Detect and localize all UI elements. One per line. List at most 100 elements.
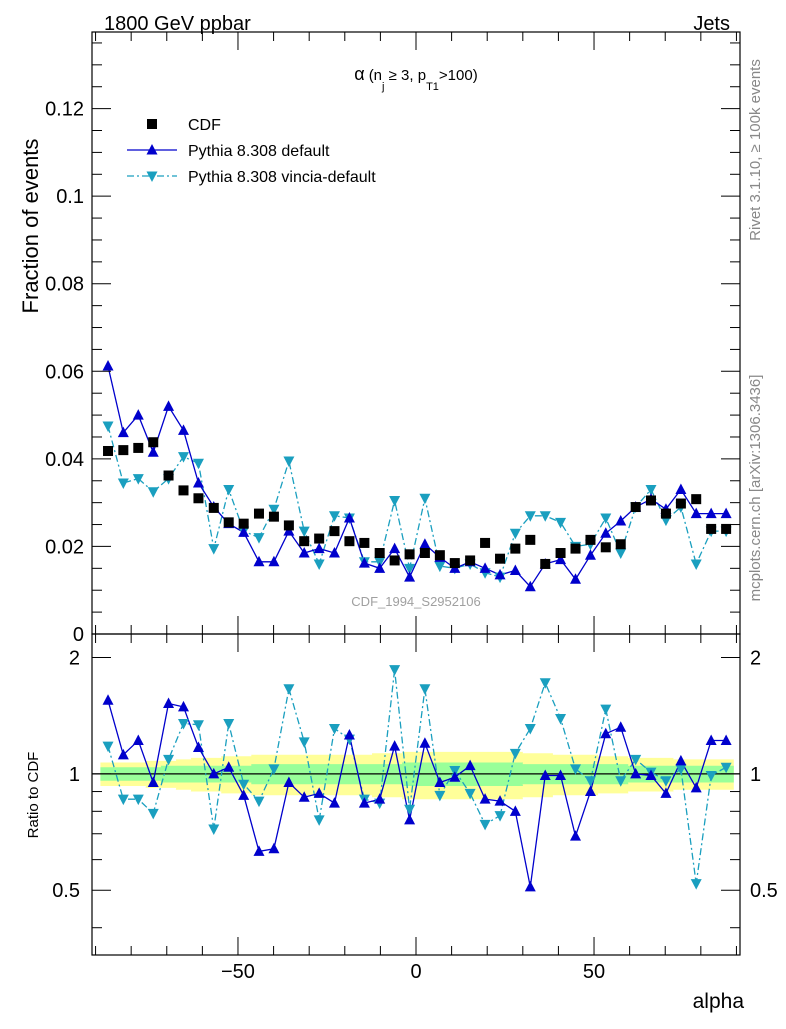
ratio-point-vincia (298, 737, 310, 748)
point-cdf (118, 445, 129, 456)
point-default (404, 571, 416, 582)
ratio-point-vincia (389, 665, 401, 676)
ratio-point-default (509, 805, 521, 816)
ratio-point-vincia (630, 754, 642, 766)
ratio-y-tick-label: 2 (69, 647, 80, 669)
ratio-point-vincia (524, 724, 536, 735)
ratio-point-vincia (238, 779, 250, 791)
point-default (600, 527, 612, 538)
ratio-point-default (192, 741, 204, 752)
ratio-point-default (343, 729, 355, 740)
ratio-point-default (178, 700, 190, 712)
point-cdf (223, 517, 234, 528)
ratio-point-default (253, 845, 265, 856)
ratio-point-default (223, 761, 235, 772)
ratio-point-vincia (464, 788, 476, 800)
ratio-point-default (720, 734, 732, 745)
point-vincia (253, 533, 265, 544)
point-cdf (434, 550, 445, 561)
ratio-point-vincia (509, 748, 521, 760)
ratio-point-default (690, 781, 702, 793)
ratio-point-vincia (102, 741, 114, 753)
axis-ticks (92, 32, 740, 955)
point-cdf (480, 537, 491, 548)
ratio-point-default (660, 787, 672, 798)
point-cdf (314, 533, 325, 544)
point-vincia (600, 513, 612, 524)
point-cdf (419, 548, 430, 559)
point-vincia (313, 559, 325, 570)
ratio-point-default (283, 776, 295, 787)
point-cdf (193, 493, 204, 504)
point-cdf (449, 558, 460, 569)
point-default (720, 507, 732, 519)
ratio-point-default (328, 797, 340, 808)
ratio-point-default (705, 734, 717, 745)
y-tick-label: 0.08 (45, 274, 84, 296)
ratio-point-default (584, 785, 596, 797)
y-axis-label-top: Fraction of events (18, 139, 43, 314)
ratio-point-vincia (570, 764, 582, 775)
point-vincia (223, 485, 235, 496)
ratio-point-default (132, 734, 144, 745)
legend-label: Pythia 8.308 vincia-default (188, 169, 376, 186)
point-cdf (660, 508, 671, 519)
point-cdf (253, 508, 264, 519)
point-cdf (283, 520, 294, 531)
point-default (374, 562, 386, 573)
point-default (102, 360, 114, 371)
ratio-point-default (464, 759, 476, 771)
point-default (328, 547, 340, 558)
point-cdf (691, 494, 702, 505)
ratio-point-default (374, 793, 386, 804)
legend-label: CDF (188, 117, 221, 134)
ratio-point-vincia (268, 764, 280, 775)
ratio-point-vincia (328, 724, 340, 735)
point-vincia (539, 511, 551, 522)
point-default (509, 564, 521, 576)
point-cdf (706, 523, 717, 534)
y-tick-label: 0.04 (45, 449, 84, 471)
ratio-point-default (268, 842, 280, 854)
point-default (298, 547, 310, 558)
ratio-point-vincia (494, 811, 506, 822)
point-cdf (630, 502, 641, 513)
ratio-point-default (539, 769, 551, 781)
ratio-point-default (358, 797, 370, 808)
point-cdf (495, 553, 506, 564)
point-cdf (208, 502, 219, 513)
legend-marker-default (146, 144, 158, 155)
ratio-point-default (615, 721, 627, 732)
y-tick-label: 0.1 (56, 186, 84, 208)
ratio-point-default (675, 754, 687, 766)
point-vincia (645, 485, 657, 496)
ratio-y-tick-label: 1 (69, 764, 80, 786)
legend-marker-vincia (146, 171, 158, 182)
point-vincia (419, 493, 431, 505)
point-default (117, 426, 129, 438)
point-cdf (359, 537, 370, 548)
point-default (147, 446, 159, 457)
ratio-point-vincia (283, 684, 295, 695)
point-vincia (147, 487, 159, 498)
point-cdf (600, 542, 611, 553)
point-cdf (148, 437, 159, 448)
axis-tick-labels: 0 0.02 0.04 0.06 0.08 0.1 0.12 −50 0 50 0.5 0.5 1 1 2 2 (45, 99, 778, 983)
header-right: Jets (693, 13, 730, 35)
plot-title: α (nj ≥ 3, pT1>100) (354, 64, 477, 93)
point-cdf (465, 555, 476, 566)
point-default (268, 555, 280, 567)
point-cdf (344, 536, 355, 547)
point-default (494, 568, 506, 580)
point-cdf (585, 534, 596, 545)
point-cdf (510, 543, 521, 554)
point-vincia (615, 548, 627, 560)
ratio-point-default (449, 771, 461, 782)
legend-label: Pythia 8.308 default (188, 143, 330, 160)
point-default (675, 483, 687, 495)
ratio-point-default (238, 789, 250, 800)
ratio-point-vincia (313, 815, 325, 826)
point-default (690, 507, 702, 519)
point-default (705, 507, 717, 519)
